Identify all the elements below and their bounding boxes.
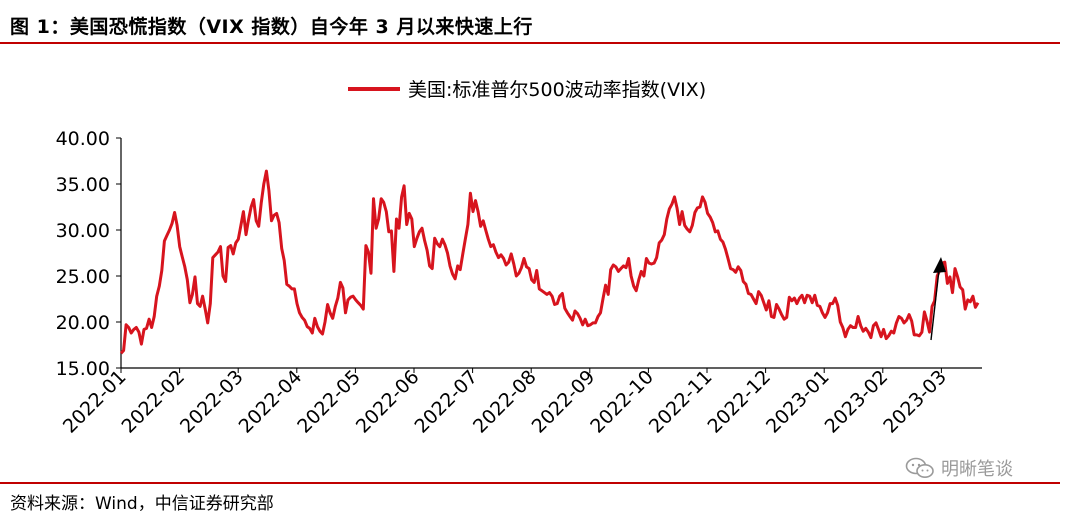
y-tick-label: 15.00 [56, 358, 110, 380]
x-tick-label: 2022-08 [469, 366, 541, 438]
x-tick-label: 2023-03 [879, 366, 951, 438]
watermark: 明晰笔谈 [905, 455, 1013, 481]
x-tick-label: 2022-02 [117, 366, 189, 438]
legend-label: 美国:标准普尔500波动率指数(VIX) [408, 79, 706, 101]
watermark-text: 明晰笔谈 [941, 459, 1013, 480]
y-ticks: 15.00 20.00 25.00 30.00 35.00 40.00 [56, 128, 121, 380]
source-rule [0, 482, 1060, 484]
y-tick-label: 35.00 [56, 174, 110, 196]
x-tick-label: 2022-11 [645, 366, 717, 438]
x-tick-label: 2022-07 [410, 366, 482, 438]
y-tick-label: 25.00 [56, 266, 110, 288]
figure-title: 图 1：美国恐慌指数（VIX 指数）自今年 3 月以来快速上行 [10, 16, 533, 38]
x-tick-label: 2022-12 [703, 366, 775, 438]
x-tick-label: 2023-02 [821, 366, 893, 438]
y-tick-label: 30.00 [56, 220, 110, 242]
x-tick-label: 2022-03 [176, 366, 248, 438]
vix-line-chart: 美国:标准普尔500波动率指数(VIX) 15.00 20.00 25.00 3… [56, 79, 982, 438]
x-tick-label: 2022-09 [528, 366, 600, 438]
x-tick-label: 2022-04 [235, 366, 307, 438]
title-rule [0, 42, 1060, 44]
vix-series-line [119, 169, 980, 355]
x-tick-label: 2022-06 [352, 366, 424, 438]
wechat-icon [905, 457, 934, 478]
source-note: 资料来源：Wind，中信证券研究部 [10, 494, 274, 514]
x-tick-label: 2022-05 [293, 366, 365, 438]
y-tick-label: 20.00 [56, 312, 110, 334]
y-tick-label: 40.00 [56, 128, 110, 150]
arrow-shaft [930, 269, 940, 341]
upward-arrow-annotation [930, 257, 946, 341]
arrow-head [933, 257, 946, 273]
x-tick-label: 2023-01 [762, 366, 834, 438]
x-tick-label: 2022-10 [586, 366, 658, 438]
x-ticks: 2022-012022-022022-032022-042022-052022-… [59, 366, 951, 438]
